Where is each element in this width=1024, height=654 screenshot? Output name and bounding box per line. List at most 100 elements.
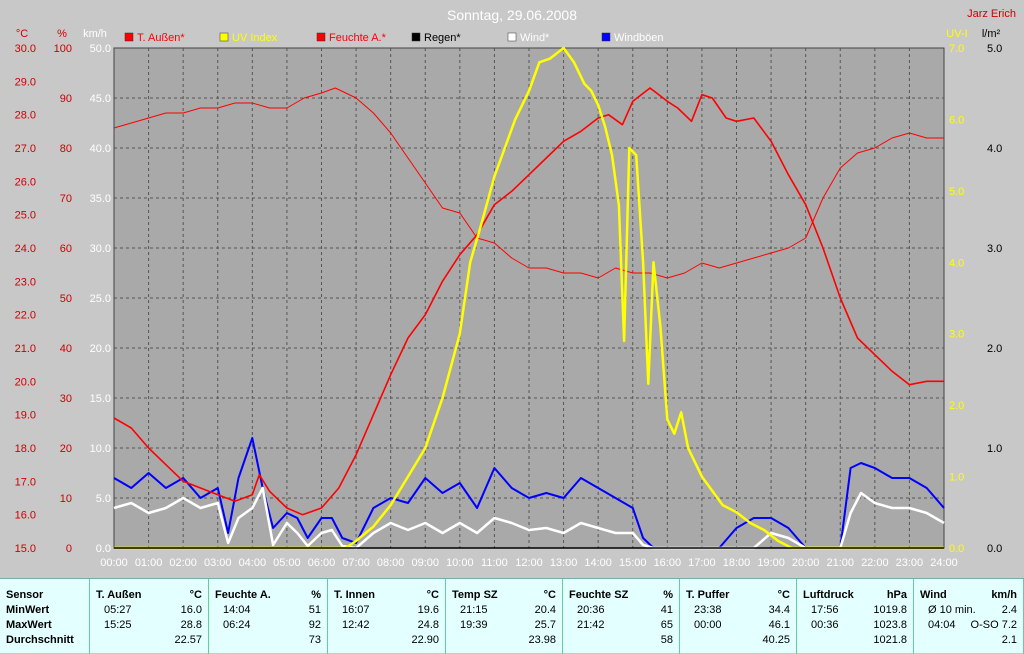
series-line-t-au-en bbox=[113, 87, 944, 516]
chart-title: Sonntag, 29.06.2008 bbox=[447, 7, 577, 23]
x-tick-label: 15:00 bbox=[619, 557, 647, 569]
humidity-tick-label: 30 bbox=[60, 393, 72, 405]
wind-tick-label: 15.0 bbox=[90, 393, 111, 405]
stats-min-value: 34.4 bbox=[768, 604, 790, 616]
stats-max-row: 06:24 92 bbox=[209, 618, 327, 633]
temp-tick-label: 23.0 bbox=[15, 276, 36, 288]
stats-max-value: 28.8 bbox=[180, 619, 202, 631]
legend-label: Wind* bbox=[520, 32, 550, 44]
stats-label-text: Sensor bbox=[6, 589, 44, 601]
stats-min-value: 19.6 bbox=[417, 604, 439, 616]
rain-tick-label: 0.0 bbox=[987, 543, 1002, 555]
wind-tick-label: 5.0 bbox=[96, 493, 111, 505]
stats-avg-value: 22.90 bbox=[411, 634, 439, 646]
stats-sensor-name: Temp SZ bbox=[452, 589, 498, 601]
humidity-tick-label: 20 bbox=[60, 443, 72, 455]
stats-min-value: 41 bbox=[660, 604, 673, 616]
uv-tick-label: 6.0 bbox=[949, 114, 964, 126]
legend: T. Außen* UV Index Feuchte A.* Regen* Wind* W… bbox=[124, 32, 664, 44]
stats-label-text: Durchschnitt bbox=[6, 634, 74, 646]
legend-label: UV Index bbox=[232, 32, 278, 44]
wind-tick-label: 35.0 bbox=[90, 193, 111, 205]
stats-avg-value: 73 bbox=[308, 634, 321, 646]
humidity-tick-label: 80 bbox=[60, 143, 72, 155]
uv-tick-label: 5.0 bbox=[949, 186, 964, 198]
temp-tick-label: 25.0 bbox=[15, 210, 36, 222]
legend-swatch bbox=[124, 32, 134, 42]
temp-tick-label: 24.0 bbox=[15, 243, 36, 255]
temp-tick-label: 27.0 bbox=[15, 143, 36, 155]
stats-min-row: 16:07 19.6 bbox=[328, 603, 445, 618]
series-line-uv-index bbox=[114, 46, 944, 550]
x-tick-label: 05:00 bbox=[273, 557, 301, 569]
humidity-tick-label: 50 bbox=[60, 293, 72, 305]
stats-max-time: 19:39 bbox=[460, 619, 488, 631]
stats-label-text: MaxWert bbox=[6, 619, 52, 631]
stats-min-time: Ø 10 min. bbox=[928, 604, 976, 616]
rain-tick-label: 4.0 bbox=[987, 143, 1002, 155]
stats-avg-value: 1021.8 bbox=[873, 634, 907, 646]
stats-min-time: 20:36 bbox=[577, 604, 605, 616]
stats-avg-row: 23.98 bbox=[446, 633, 562, 648]
x-tick-label: 01:00 bbox=[135, 557, 163, 569]
legend-swatch bbox=[219, 32, 229, 42]
humidity-tick-label: 90 bbox=[60, 93, 72, 105]
stats-max-time: 00:00 bbox=[694, 619, 722, 631]
stats-avg-row: 22.57 bbox=[90, 633, 208, 648]
x-tick-label: 08:00 bbox=[377, 557, 405, 569]
stats-min-row: 14:04 51 bbox=[209, 603, 327, 618]
x-tick-label: 14:00 bbox=[584, 557, 612, 569]
stats-sensor-name: Feuchte SZ bbox=[569, 589, 629, 601]
legend-label: Windböen bbox=[614, 32, 664, 44]
stats-avg-row: 40.25 bbox=[680, 633, 796, 648]
temp-tick-label: 15.0 bbox=[15, 543, 36, 555]
temp-tick-label: 28.0 bbox=[15, 110, 36, 122]
legend-label: Regen* bbox=[424, 32, 461, 44]
stats-min-value: 2.4 bbox=[1001, 604, 1017, 616]
temp-tick-label: 18.0 bbox=[15, 443, 36, 455]
rain-tick-label: 3.0 bbox=[987, 243, 1002, 255]
wind-unit-label: km/h bbox=[83, 28, 107, 40]
stats-avg-value: 22.57 bbox=[174, 634, 202, 646]
x-tick-label: 11:00 bbox=[481, 557, 508, 569]
stats-min-time: 23:38 bbox=[694, 604, 722, 616]
stats-max-row: 19:39 25.7 bbox=[446, 618, 562, 633]
temp-tick-label: 29.0 bbox=[15, 76, 36, 88]
stats-min-row: 05:27 16.0 bbox=[90, 603, 208, 618]
uv-tick-label: 4.0 bbox=[949, 257, 964, 269]
stats-max-row: 21:42 65 bbox=[563, 618, 679, 633]
x-tick-label: 07:00 bbox=[342, 557, 370, 569]
legend-swatch bbox=[507, 32, 517, 42]
temp-tick-label: 16.0 bbox=[15, 510, 36, 522]
uv-tick-label: 7.0 bbox=[949, 43, 964, 55]
x-tick-label: 23:00 bbox=[896, 557, 924, 569]
wind-tick-label: 25.0 bbox=[90, 293, 111, 305]
stats-unit: % bbox=[311, 589, 321, 601]
temp-tick-label: 17.0 bbox=[15, 476, 36, 488]
temp-tick-label: 30.0 bbox=[15, 43, 36, 55]
stats-header: T. Innen °C bbox=[328, 588, 445, 603]
stats-header: Wind km/h bbox=[914, 588, 1023, 603]
stats-column: T. Außen °C 05:27 16.0 15:25 28.8 22.57 bbox=[90, 579, 209, 654]
temp-tick-label: 26.0 bbox=[15, 176, 36, 188]
stats-sensor-name: Luftdruck bbox=[803, 589, 854, 601]
stats-avg-row: 1021.8 bbox=[797, 633, 913, 648]
stats-sensor-name: T. Außen bbox=[96, 589, 142, 601]
humidity-tick-label: 100 bbox=[54, 43, 72, 55]
stats-unit: km/h bbox=[991, 589, 1017, 601]
humidity-unit-label: % bbox=[57, 28, 67, 40]
stats-header: T. Puffer °C bbox=[680, 588, 796, 603]
stats-unit: °C bbox=[777, 589, 790, 601]
x-tick-label: 06:00 bbox=[308, 557, 336, 569]
axes: 15.0 16.0 17.0 18.0 19.0 20.0 21.0 22.0 23.0 24.0… bbox=[15, 28, 1003, 569]
stats-max-value: 25.7 bbox=[534, 619, 556, 631]
series-layer bbox=[113, 46, 945, 550]
stats-unit: °C bbox=[543, 589, 556, 601]
statistics-panel: Sensor MinWert MaxWert Durchschnitt T. Außen… bbox=[0, 578, 1024, 654]
stats-min-value: 1019.8 bbox=[873, 604, 907, 616]
temp-tick-label: 21.0 bbox=[15, 343, 36, 355]
humidity-tick-label: 40 bbox=[60, 343, 72, 355]
legend-swatch bbox=[601, 32, 611, 42]
stats-avg-row: 73 bbox=[209, 633, 327, 648]
stats-min-time: 14:04 bbox=[223, 604, 251, 616]
